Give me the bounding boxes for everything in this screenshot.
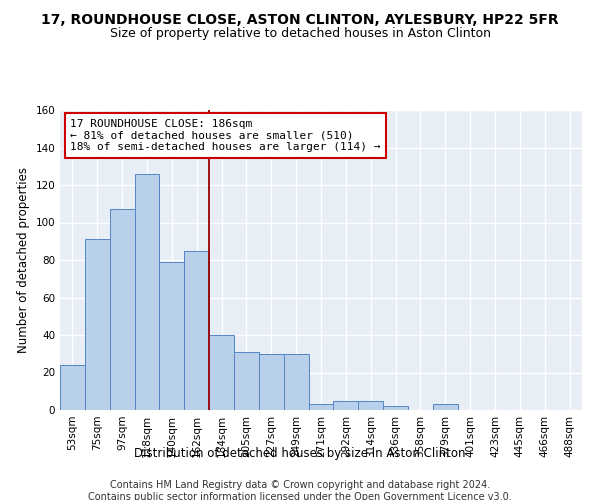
Bar [308, 404, 334, 410]
Bar [184, 250, 209, 410]
Text: Size of property relative to detached houses in Aston Clinton: Size of property relative to detached ho… [110, 28, 491, 40]
Bar [383, 406, 408, 410]
Bar [160, 262, 184, 410]
Bar [334, 400, 358, 410]
Y-axis label: Number of detached properties: Number of detached properties [17, 167, 30, 353]
Text: Contains public sector information licensed under the Open Government Licence v3: Contains public sector information licen… [88, 492, 512, 500]
Bar [234, 352, 259, 410]
Bar [134, 174, 160, 410]
Bar [284, 354, 308, 410]
Bar [433, 404, 458, 410]
Bar [60, 365, 85, 410]
Text: Contains HM Land Registry data © Crown copyright and database right 2024.: Contains HM Land Registry data © Crown c… [110, 480, 490, 490]
Text: 17 ROUNDHOUSE CLOSE: 186sqm
← 81% of detached houses are smaller (510)
18% of se: 17 ROUNDHOUSE CLOSE: 186sqm ← 81% of det… [70, 119, 381, 152]
Bar [259, 354, 284, 410]
Text: 17, ROUNDHOUSE CLOSE, ASTON CLINTON, AYLESBURY, HP22 5FR: 17, ROUNDHOUSE CLOSE, ASTON CLINTON, AYL… [41, 12, 559, 26]
Bar [110, 210, 134, 410]
Bar [358, 400, 383, 410]
Bar [209, 335, 234, 410]
Bar [85, 240, 110, 410]
Text: Distribution of detached houses by size in Aston Clinton: Distribution of detached houses by size … [134, 448, 466, 460]
